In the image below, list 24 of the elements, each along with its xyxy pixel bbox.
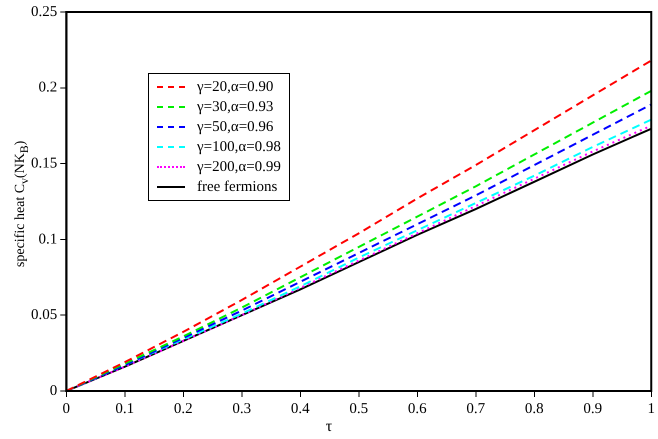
legend-label: free fermions — [197, 178, 278, 196]
x-tick-label: 0.2 — [174, 400, 193, 417]
y-tick-label: 0.05 — [31, 307, 58, 324]
y-tick-label: 0.25 — [31, 4, 58, 20]
x-tick-label: 0.1 — [115, 400, 134, 417]
y-tick-label: 0.1 — [38, 231, 58, 248]
x-tick-label: 0.9 — [583, 400, 602, 417]
x-tick-label: 0.7 — [466, 400, 486, 417]
x-tick-label: 0 — [62, 400, 70, 417]
x-tick-label: 0.4 — [290, 400, 310, 417]
legend-label: γ=50,α=0.96 — [197, 118, 274, 136]
y-tick-label: 0.2 — [38, 80, 58, 96]
x-tick-label: 0.6 — [408, 400, 428, 417]
x-tick-label: 0.5 — [349, 400, 368, 417]
legend-label: γ=30,α=0.93 — [197, 98, 274, 116]
legend-label: γ=100,α=0.98 — [197, 138, 281, 156]
legend-label: γ=20,α=0.90 — [197, 78, 274, 96]
legend-label: γ=200,α=0.99 — [197, 158, 281, 176]
x-tick-label: 0.3 — [232, 400, 252, 417]
x-tick-label: 0.8 — [524, 400, 544, 417]
y-tick-label: 0.15 — [31, 156, 58, 172]
y-tick-label: 0 — [50, 382, 58, 399]
x-tick-label: 1 — [648, 400, 655, 417]
x-axis-title: τ — [324, 418, 334, 436]
